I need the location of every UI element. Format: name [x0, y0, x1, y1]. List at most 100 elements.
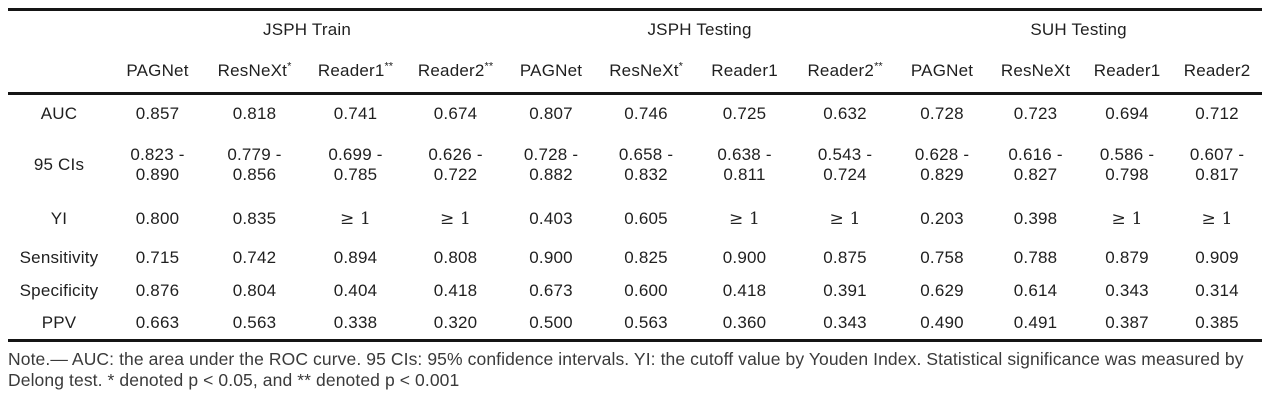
table-row-auc: AUC 0.857 0.818 0.741 0.674 0.807 0.746 … [8, 94, 1262, 133]
cell-cis-7: 0.638 - 0.811 [717, 144, 772, 184]
cell-yi-12: ≥ 1 [1201, 208, 1233, 229]
group-header-jsph-testing: JSPH Testing [647, 20, 752, 40]
cell-sens-11: 0.879 [1105, 247, 1149, 267]
column-header-row: PAGNet ResNeXt* Reader1** Reader2** PAGN… [8, 49, 1263, 95]
cell-yi-10: 0.398 [1013, 208, 1058, 228]
cell-spec-3: 0.404 [333, 281, 378, 300]
table-row-specificity: Specificity 0.876 0.804 0.404 0.418 0.67… [8, 275, 1262, 308]
cell-yi-2: 0.835 [232, 208, 277, 228]
cell-yi-3: ≥ 1 [339, 208, 372, 229]
cell-sens-4: 0.808 [433, 247, 478, 267]
cell-ppv-7: 0.360 [722, 313, 767, 333]
cell-yi-6: 0.605 [624, 208, 668, 228]
cell-cis-3: 0.699 - 0.785 [328, 144, 383, 184]
significance-marker: * [287, 60, 292, 73]
column-header-label: ResNeXt [217, 60, 288, 80]
row-label-95cis: 95 CIs [33, 154, 85, 174]
significance-marker: * [678, 60, 683, 73]
cell-auc-3: 0.741 [333, 103, 378, 123]
cell-cis-6: 0.658 - 0.832 [618, 144, 674, 184]
column-header-label: PAGNet [910, 60, 974, 80]
corner-blank-cell [8, 10, 110, 50]
cell-cis-8: 0.543 - 0.724 [817, 144, 873, 184]
cell-ppv-2: 0.563 [232, 313, 277, 333]
column-header-train-pagnet: PAGNet [110, 49, 205, 95]
cell-auc-12: 0.712 [1195, 103, 1239, 123]
cell-auc-2: 0.818 [232, 103, 277, 123]
cell-spec-8: 0.391 [823, 281, 867, 300]
row-label-sensitivity: Sensitivity [19, 247, 99, 267]
column-header-suhtest-reader2: Reader2 [1172, 49, 1263, 95]
cell-sens-12: 0.909 [1195, 247, 1239, 267]
corner-blank-cell [8, 49, 110, 95]
cell-spec-7: 0.418 [722, 281, 767, 300]
column-header-jsphtest-reader1: Reader1 [694, 49, 796, 95]
cell-ppv-4: 0.320 [433, 313, 478, 333]
column-header-suhtest-pagnet: PAGNet [895, 49, 990, 95]
cell-spec-6: 0.600 [624, 281, 668, 300]
column-header-label: Reader1 [317, 60, 385, 80]
significance-marker: ** [874, 60, 883, 73]
table-row-yi: YI 0.800 0.835 ≥ 1 ≥ 1 0.403 0.605 ≥ 1 ≥… [8, 197, 1262, 241]
significance-marker: ** [484, 60, 494, 73]
cell-auc-7: 0.725 [722, 103, 767, 123]
cell-auc-1: 0.857 [135, 103, 180, 123]
group-header-row: JSPH Train JSPH Testing SUH Testing [8, 10, 1262, 50]
cell-spec-12: 0.314 [1195, 281, 1239, 300]
table-row-sensitivity: Sensitivity 0.715 0.742 0.894 0.808 0.90… [8, 241, 1262, 275]
cell-yi-5: 0.403 [529, 208, 573, 228]
cell-ppv-6: 0.563 [624, 313, 668, 333]
row-label-auc: AUC [40, 103, 78, 123]
cell-yi-1: 0.800 [135, 208, 180, 228]
cell-sens-5: 0.900 [529, 247, 573, 267]
cell-spec-2: 0.804 [232, 281, 277, 300]
cell-auc-6: 0.746 [624, 103, 668, 123]
table-row-ppv: PPV 0.663 0.563 0.338 0.320 0.500 0.563 … [8, 308, 1262, 341]
cell-cis-4: 0.626 - 0.722 [428, 144, 483, 184]
cell-cis-9: 0.628 - 0.829 [914, 144, 970, 184]
cell-ppv-5: 0.500 [529, 313, 573, 333]
table-row-95cis: 95 CIs 0.823 - 0.890 0.779 - 0.856 0.699… [8, 133, 1262, 197]
column-header-label: ResNeXt [1000, 60, 1071, 80]
column-header-train-reader1: Reader1** [304, 49, 407, 95]
cell-spec-1: 0.876 [135, 281, 180, 300]
cell-cis-5: 0.728 - 0.882 [523, 144, 579, 184]
cell-spec-4: 0.418 [433, 281, 478, 300]
cell-auc-8: 0.632 [823, 103, 867, 123]
column-header-suhtest-resnext: ResNeXt [989, 49, 1083, 95]
cell-yi-9: 0.203 [920, 208, 964, 228]
column-header-label: Reader2 [1183, 60, 1251, 80]
cell-spec-9: 0.629 [920, 281, 964, 300]
cell-auc-5: 0.807 [529, 103, 573, 123]
cell-cis-2: 0.779 - 0.856 [227, 144, 282, 184]
column-header-train-reader2: Reader2** [407, 49, 505, 95]
cell-cis-11: 0.586 - 0.798 [1099, 144, 1155, 184]
cell-spec-11: 0.343 [1105, 281, 1149, 300]
cell-sens-10: 0.788 [1013, 247, 1058, 267]
column-header-label: Reader2 [417, 60, 485, 80]
row-label-specificity: Specificity [19, 281, 99, 300]
column-header-jsphtest-reader2: Reader2** [795, 49, 896, 95]
cell-sens-9: 0.758 [920, 247, 964, 267]
cell-sens-6: 0.825 [624, 247, 668, 267]
column-header-label: Reader1 [711, 60, 778, 80]
cell-auc-4: 0.674 [433, 103, 478, 123]
cell-auc-10: 0.723 [1013, 103, 1058, 123]
table-footnote: Note.— AUC: the area under the ROC curve… [8, 349, 1244, 390]
column-header-jsphtest-resnext: ResNeXt* [598, 49, 695, 95]
cell-auc-9: 0.728 [920, 103, 964, 123]
column-header-label: PAGNet [519, 60, 583, 80]
column-header-label: ResNeXt [609, 60, 679, 80]
paper-table-figure: JSPH Train JSPH Testing SUH Testing PAGN… [0, 8, 1269, 417]
cell-sens-1: 0.715 [135, 247, 180, 267]
cell-ppv-9: 0.490 [920, 313, 964, 333]
cell-yi-7: ≥ 1 [729, 208, 761, 229]
results-table: JSPH Train JSPH Testing SUH Testing PAGN… [8, 8, 1263, 342]
cell-ppv-11: 0.387 [1105, 313, 1149, 333]
cell-ppv-1: 0.663 [135, 313, 180, 333]
cell-sens-3: 0.894 [333, 247, 378, 267]
group-header-suh-testing: SUH Testing [1030, 20, 1127, 40]
column-header-label: Reader1 [1093, 60, 1161, 80]
cell-spec-10: 0.614 [1013, 281, 1058, 300]
cell-cis-12: 0.607 - 0.817 [1189, 144, 1245, 184]
